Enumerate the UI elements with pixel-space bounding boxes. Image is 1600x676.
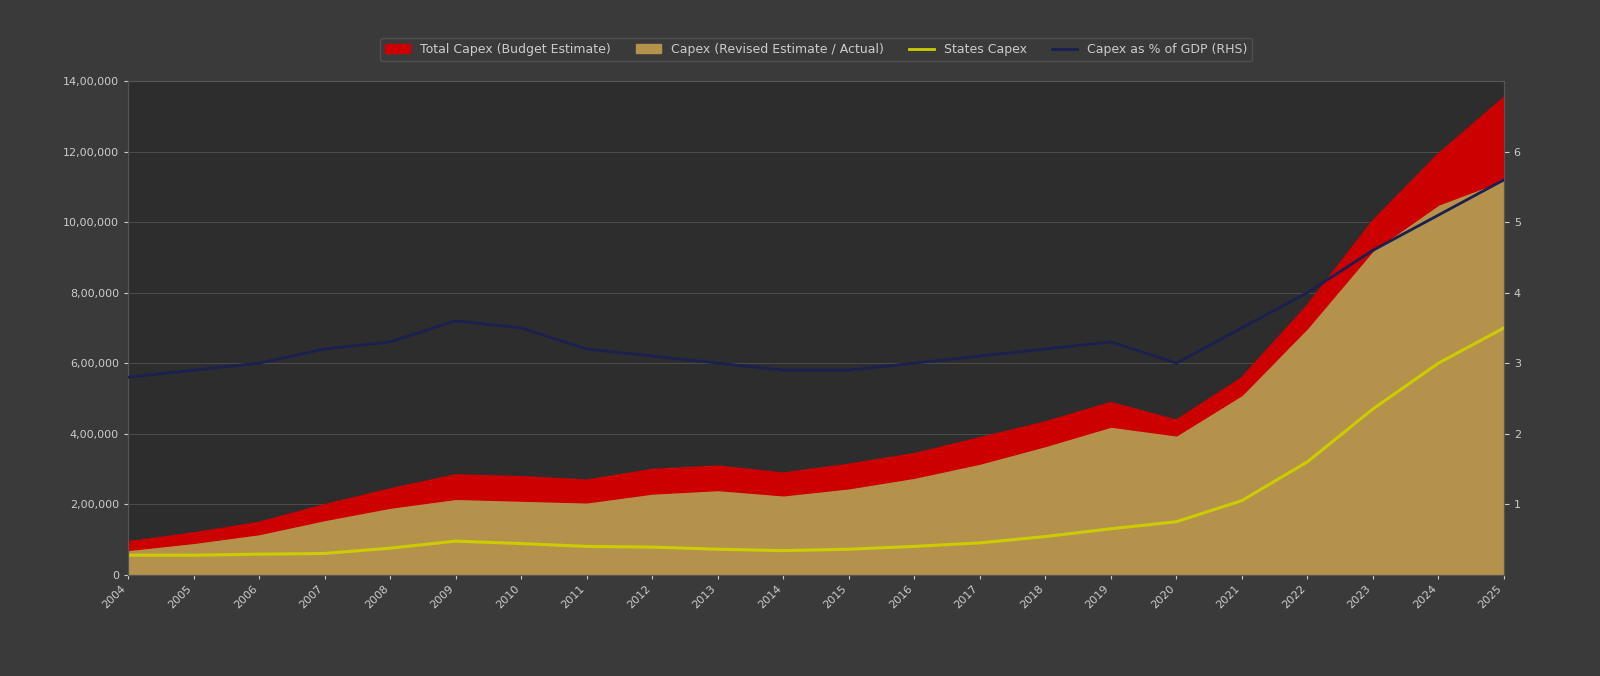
Legend: Total Capex (Budget Estimate), Capex (Revised Estimate / Actual), States Capex, : Total Capex (Budget Estimate), Capex (Re…: [381, 38, 1251, 61]
